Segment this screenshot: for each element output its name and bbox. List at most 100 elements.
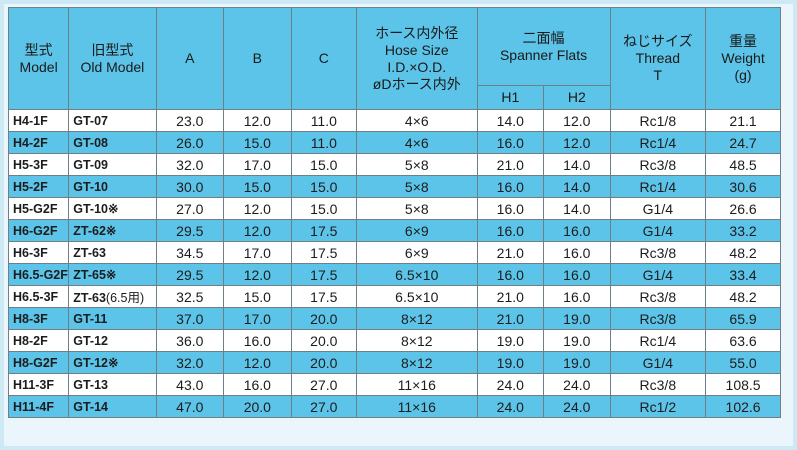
cell-model: H8-3F [7, 307, 70, 330]
cell-h2: 24.0 [543, 373, 611, 396]
cell-weight: 108.5 [705, 373, 781, 396]
cell-old-model: GT-12※ [68, 351, 157, 374]
cell-hose: 6.5×10 [356, 263, 478, 286]
hose-fitting-spec-table: 型式 Model 旧型式 Old Model A B C ホース内外径 Hose Si… [7, 7, 781, 418]
cell-a: 32.0 [155, 153, 225, 176]
cell-old-model: ZT-63 [68, 241, 157, 264]
cell-h2: 14.0 [543, 197, 611, 220]
cell-weight: 30.6 [705, 175, 781, 198]
cell-a: 43.0 [155, 373, 225, 396]
cell-model: H8-G2F [7, 351, 70, 374]
cell-h2: 12.0 [543, 131, 611, 154]
cell-c: 11.0 [290, 109, 358, 132]
cell-hose: 5×8 [356, 175, 478, 198]
cell-old-model: GT-07 [68, 109, 157, 132]
cell-a: 30.0 [155, 175, 225, 198]
table-row: H8-3F GT-11 37.0 17.0 20.0 8×12 21.0 19.0 Rc3/8 6… [7, 307, 781, 330]
cell-model: H11-4F [7, 395, 70, 418]
cell-model: H5-2F [7, 175, 70, 198]
cell-h2: 19.0 [543, 351, 611, 374]
cell-h1: 14.0 [476, 109, 545, 132]
cell-a: 36.0 [155, 329, 225, 352]
cell-model: H6.5-G2F [7, 263, 70, 286]
table-row: H11-3F GT-13 43.0 16.0 27.0 11×16 24.0 24.0 Rc3/… [7, 373, 781, 396]
header-a: A [155, 7, 225, 110]
cell-hose: 8×12 [356, 351, 478, 374]
header-hose-size: ホース内外径 Hose Size I.D.×O.D. øDホース内外 [356, 7, 478, 110]
cell-thread: Rc1/4 [609, 175, 707, 198]
cell-h1: 24.0 [476, 395, 545, 418]
table-row: H5-2F GT-10 30.0 15.0 15.0 5×8 16.0 14.0 Rc1/4 30… [7, 175, 781, 198]
cell-b: 12.0 [223, 263, 292, 286]
header-spanner-flats: 二面幅 Spanner Flats [476, 7, 611, 86]
cell-thread: G1/4 [609, 263, 707, 286]
cell-thread: Rc1/2 [609, 395, 707, 418]
cell-hose: 4×6 [356, 131, 478, 154]
header-old-model: 旧型式 Old Model [68, 7, 157, 110]
cell-b: 15.0 [223, 175, 292, 198]
cell-old-model: GT-09 [68, 153, 157, 176]
cell-weight: 63.6 [705, 329, 781, 352]
cell-old-model: GT-08 [68, 131, 157, 154]
cell-hose: 11×16 [356, 373, 478, 396]
cell-c: 17.5 [290, 285, 358, 308]
cell-c: 27.0 [290, 395, 358, 418]
cell-thread: G1/4 [609, 351, 707, 374]
cell-a: 37.0 [155, 307, 225, 330]
cell-c: 15.0 [290, 175, 358, 198]
cell-b: 12.0 [223, 197, 292, 220]
cell-c: 20.0 [290, 329, 358, 352]
header-h2: H2 [543, 85, 611, 110]
cell-weight: 48.5 [705, 153, 781, 176]
cell-hose: 5×8 [356, 197, 478, 220]
table-body: H4-1F GT-07 23.0 12.0 11.0 4×6 14.0 12.0 Rc1/8 21… [7, 109, 781, 418]
cell-h2: 14.0 [543, 175, 611, 198]
cell-a: 29.5 [155, 263, 225, 286]
cell-h2: 12.0 [543, 109, 611, 132]
cell-b: 17.0 [223, 153, 292, 176]
cell-b: 20.0 [223, 395, 292, 418]
cell-h1: 19.0 [476, 329, 545, 352]
table-row: H6-G2F ZT-62※ 29.5 12.0 17.5 6×9 16.0 16.0 G1/4 3… [7, 219, 781, 242]
cell-model: H11-3F [7, 373, 70, 396]
cell-thread: Rc1/4 [609, 131, 707, 154]
cell-c: 17.5 [290, 241, 358, 264]
cell-h1: 16.0 [476, 131, 545, 154]
cell-a: 26.0 [155, 131, 225, 154]
cell-hose: 8×12 [356, 307, 478, 330]
cell-weight: 55.0 [705, 351, 781, 374]
cell-weight: 24.7 [705, 131, 781, 154]
cell-c: 20.0 [290, 351, 358, 374]
cell-old-model: ZT-65※ [68, 263, 157, 286]
cell-weight: 48.2 [705, 241, 781, 264]
cell-hose: 4×6 [356, 109, 478, 132]
cell-weight: 33.2 [705, 219, 781, 242]
cell-thread: Rc3/8 [609, 307, 707, 330]
cell-b: 15.0 [223, 285, 292, 308]
table-row: H8-2F GT-12 36.0 16.0 20.0 8×12 19.0 19.0 Rc1/4 6… [7, 329, 781, 352]
cell-c: 15.0 [290, 153, 358, 176]
cell-h2: 24.0 [543, 395, 611, 418]
cell-h2: 16.0 [543, 219, 611, 242]
table-row: H6.5-3F ZT-63(6.5用) 32.5 15.0 17.5 6.5×10 21.0… [7, 285, 781, 308]
cell-hose: 6.5×10 [356, 285, 478, 308]
cell-h1: 21.0 [476, 285, 545, 308]
cell-h1: 16.0 [476, 197, 545, 220]
cell-thread: Rc3/8 [609, 241, 707, 264]
cell-a: 32.0 [155, 351, 225, 374]
header-b: B [223, 7, 292, 110]
cell-h2: 19.0 [543, 307, 611, 330]
cell-h1: 21.0 [476, 307, 545, 330]
cell-a: 32.5 [155, 285, 225, 308]
cell-old-model: GT-11 [68, 307, 157, 330]
cell-b: 17.0 [223, 307, 292, 330]
cell-old-model: GT-10 [68, 175, 157, 198]
cell-weight: 21.1 [705, 109, 781, 132]
table-row: H8-G2F GT-12※ 32.0 12.0 20.0 8×12 19.0 19.0 G1/4… [7, 351, 781, 374]
cell-c: 11.0 [290, 131, 358, 154]
cell-h1: 19.0 [476, 351, 545, 374]
cell-h1: 21.0 [476, 241, 545, 264]
cell-old-model: GT-10※ [68, 197, 157, 220]
cell-weight: 33.4 [705, 263, 781, 286]
cell-hose: 6×9 [356, 241, 478, 264]
